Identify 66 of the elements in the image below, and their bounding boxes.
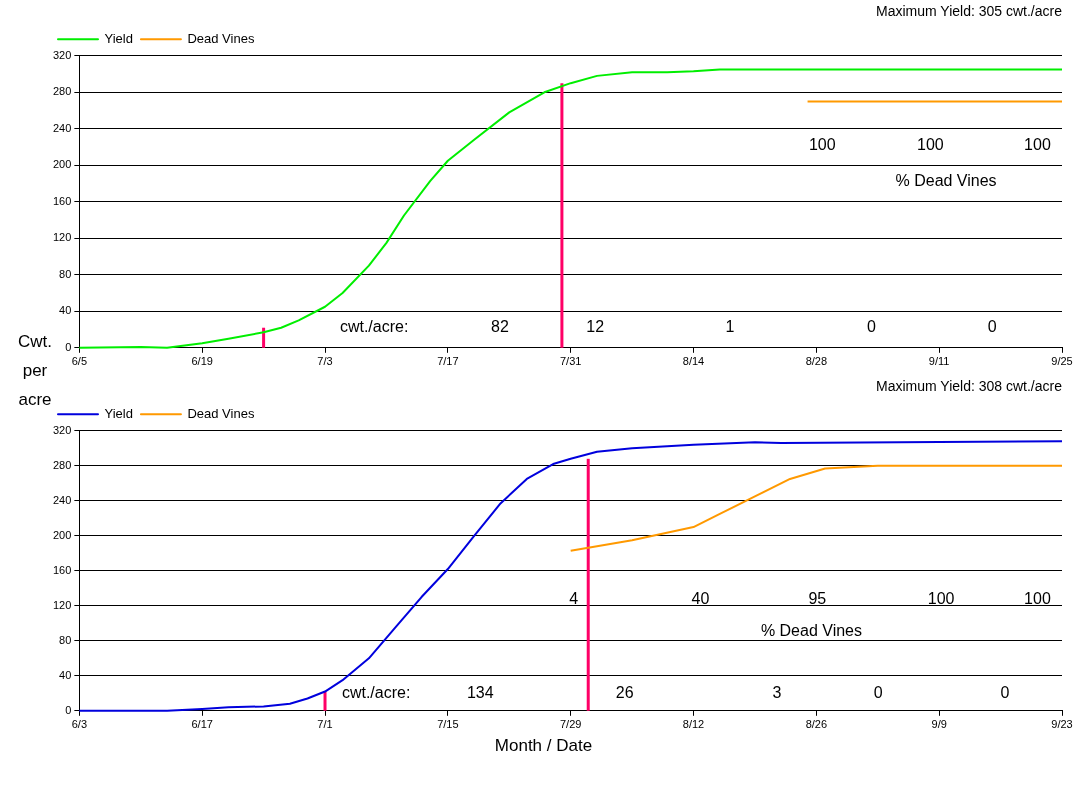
x-tick-label: 6/5 (71, 355, 87, 368)
chart-title: Maximum Yield: 305 cwt./acre (876, 3, 1063, 20)
y-tick-label: 280 (52, 85, 72, 98)
annotation: cwt./acre: (341, 684, 411, 702)
x-tick-label: 9/23 (1051, 718, 1073, 731)
annotation: cwt./acre: (339, 318, 409, 336)
annotation: 3 (772, 684, 782, 702)
y-tick-label: 200 (52, 158, 72, 171)
annotation: % Dead Vines (895, 172, 997, 190)
y-tick-label: 40 (59, 304, 72, 317)
y-tick-label: 240 (52, 493, 72, 506)
annotation: 0 (873, 684, 883, 702)
x-tick-label: 7/15 (437, 718, 459, 731)
y-tick-label: 80 (59, 633, 72, 646)
x-axis-title: Month / Date (493, 736, 594, 756)
y-axis-title: Cwt. per acre (17, 331, 53, 411)
y-tick-label: 160 (52, 194, 72, 207)
annotation: 100 (1024, 135, 1051, 153)
x-tick-label: 8/12 (682, 718, 705, 731)
legend-label: Yield (104, 30, 133, 46)
chart-title: Maximum Yield: 308 cwt./acre (876, 378, 1063, 395)
annotation: 0 (1000, 684, 1010, 702)
x-tick-label: 8/28 (805, 355, 828, 368)
x-tick-label: 7/17 (437, 355, 459, 368)
annotation: 1 (725, 318, 735, 336)
annotation: 100 (927, 589, 955, 607)
legend-label: Dead Vines (187, 405, 255, 421)
x-tick-label: 6/3 (71, 718, 87, 731)
legend-label: Dead Vines (187, 30, 255, 46)
y-tick-label: 40 (59, 668, 72, 681)
y-tick-label: 200 (52, 528, 72, 541)
x-tick-label: 7/29 (559, 718, 582, 731)
annotation: 26 (615, 684, 634, 702)
annotation: % Dead Vines (760, 621, 862, 639)
y-tick-label: 80 (59, 267, 72, 280)
annotation: 4 (569, 589, 579, 607)
annotation: 0 (987, 318, 997, 336)
x-tick-label: 8/26 (805, 718, 828, 731)
y-tick-label: 160 (52, 563, 72, 576)
y-tick-label: 120 (52, 598, 72, 611)
annotation: 100 (808, 135, 836, 153)
y-tick-label: 320 (52, 48, 72, 61)
x-tick-label: 6/17 (191, 718, 213, 731)
annotation: 100 (1024, 589, 1051, 607)
x-tick-label: 6/19 (191, 355, 213, 368)
x-tick-label: 9/9 (931, 718, 947, 731)
x-tick-label: 7/1 (317, 718, 333, 731)
y-tick-label: 280 (52, 458, 72, 471)
x-tick-label: 7/31 (559, 355, 582, 368)
annotation: 12 (586, 318, 605, 336)
x-tick-label: 7/3 (317, 355, 333, 368)
y-tick-label: 320 (52, 423, 72, 436)
y-tick-label: 240 (52, 121, 72, 134)
annotation: 40 (691, 589, 710, 607)
y-tick-label: 0 (65, 340, 72, 353)
x-tick-label: 9/25 (1051, 355, 1073, 368)
annotation: 100 (916, 135, 944, 153)
annotation: 134 (466, 684, 494, 702)
y-tick-label: 0 (65, 703, 72, 716)
y-tick-label: 120 (52, 231, 72, 244)
x-tick-label: 8/14 (682, 355, 705, 368)
annotation: 82 (491, 318, 509, 336)
x-tick-label: 9/11 (928, 355, 950, 368)
annotation: 95 (808, 589, 827, 607)
annotation: 0 (866, 318, 876, 336)
legend-label: Yield (104, 405, 133, 421)
